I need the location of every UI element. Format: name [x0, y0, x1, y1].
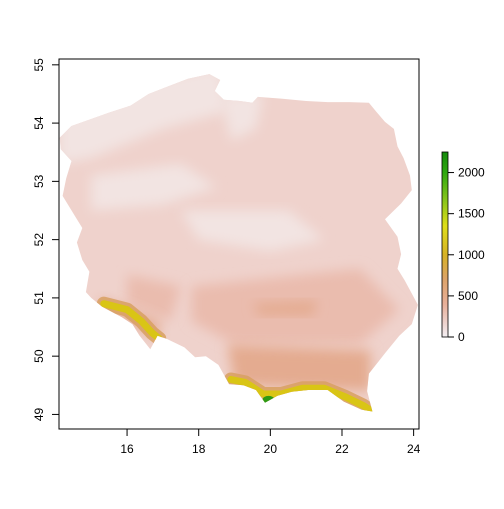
- y-tick-label: 49: [32, 407, 46, 421]
- silesian-upland: [127, 274, 181, 322]
- legend-color-bar: [441, 151, 449, 338]
- y-tick-label: 54: [32, 116, 46, 130]
- color-legend: 0 500 1000 1500 2000: [441, 151, 485, 344]
- legend-tick-label: 0: [458, 330, 465, 344]
- y-tick-label: 55: [32, 58, 46, 72]
- x-axis: 16 18 20 22 24: [120, 428, 421, 456]
- legend-tick-label: 500: [458, 289, 478, 303]
- x-tick-label: 24: [407, 442, 421, 456]
- y-tick-label: 52: [32, 233, 46, 247]
- central-valley-lowland: [91, 163, 217, 211]
- x-tick-label: 20: [264, 442, 278, 456]
- coastal-lowland: [59, 74, 228, 164]
- ridge-mountain: [227, 376, 376, 412]
- elevation-raster: [59, 74, 418, 412]
- y-tick-label: 53: [32, 174, 46, 188]
- holy-cross-mountains: [252, 300, 317, 316]
- legend-tick-label: 2000: [458, 166, 485, 180]
- carpathian-foothill: [227, 344, 371, 392]
- legend-ticks: 0 500 1000 1500 2000: [448, 166, 485, 344]
- x-tick-label: 18: [192, 442, 206, 456]
- legend-tick-label: 1500: [458, 207, 485, 221]
- x-tick-label: 22: [335, 442, 349, 456]
- vistula-delta: [220, 94, 264, 141]
- y-axis: 49 50 51 52 53 54 55: [32, 58, 60, 421]
- ridge-mountain: [100, 300, 163, 343]
- warsaw-plain: [180, 210, 325, 252]
- legend-tick-label: 1000: [458, 248, 485, 262]
- y-tick-label: 51: [32, 291, 46, 305]
- tatra-peak: [262, 395, 275, 404]
- y-tick-label: 50: [32, 349, 46, 363]
- x-tick-label: 16: [120, 442, 134, 456]
